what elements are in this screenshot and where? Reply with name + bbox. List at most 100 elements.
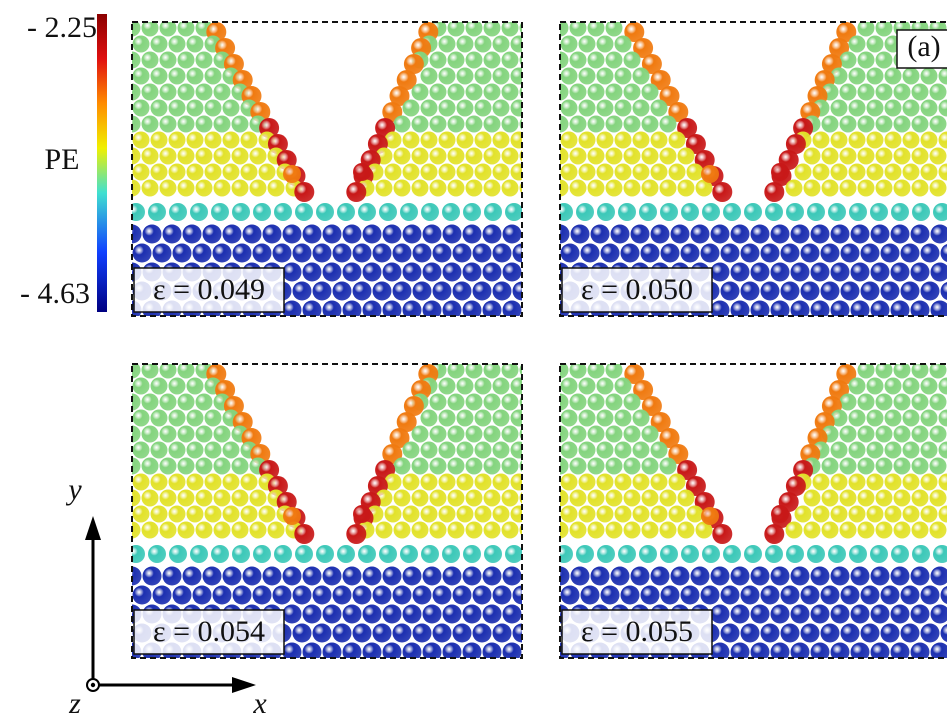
atom — [858, 458, 875, 475]
atom — [660, 116, 677, 133]
atom — [912, 458, 929, 475]
atom — [502, 394, 519, 411]
atom — [903, 506, 920, 523]
panel: ε = 0.054 — [123, 362, 537, 681]
atom — [579, 100, 596, 117]
atom — [555, 545, 573, 563]
atom — [597, 68, 614, 85]
atom — [579, 410, 596, 427]
atom — [333, 320, 352, 339]
atom — [448, 148, 465, 165]
atom — [871, 567, 890, 586]
atom — [295, 203, 313, 221]
atom — [761, 244, 780, 263]
atom — [681, 586, 700, 605]
atom — [861, 624, 880, 643]
atom — [903, 442, 920, 459]
atom — [253, 203, 271, 221]
atom — [483, 605, 502, 624]
atom — [831, 164, 848, 181]
atom — [571, 567, 590, 586]
atom — [142, 180, 159, 197]
atom — [771, 567, 790, 586]
atom — [851, 605, 870, 624]
atom — [651, 474, 668, 491]
atom — [439, 442, 456, 459]
atom — [223, 132, 240, 149]
atom — [931, 567, 947, 586]
atom — [213, 662, 232, 681]
panel: ε = 0.050 (a) — [551, 20, 947, 339]
atom — [412, 522, 429, 539]
atom — [691, 567, 710, 586]
atom — [606, 52, 623, 69]
atom — [213, 320, 232, 339]
atom — [403, 132, 420, 149]
atom — [606, 458, 623, 475]
atom — [633, 506, 650, 523]
atom — [786, 522, 803, 539]
atom — [205, 410, 222, 427]
atom — [821, 320, 840, 339]
atom — [570, 490, 587, 507]
atom — [259, 164, 276, 181]
atom — [691, 225, 710, 244]
atom — [353, 320, 372, 339]
atom — [687, 164, 704, 181]
atom — [941, 624, 947, 643]
figure: - 2.25 PE - 4.63 ε = 0.049 ε = 0.050 (a)… — [0, 0, 947, 720]
atom — [466, 458, 483, 475]
atom — [894, 180, 911, 197]
atom — [621, 662, 640, 681]
atom — [233, 320, 252, 339]
atom — [241, 474, 258, 491]
atom — [615, 410, 632, 427]
atom — [849, 100, 866, 117]
atom — [591, 225, 610, 244]
atom — [183, 225, 202, 244]
atom — [493, 132, 510, 149]
atom — [232, 116, 249, 133]
atom — [831, 225, 850, 244]
atom — [631, 567, 650, 586]
atom — [421, 506, 438, 523]
atom — [313, 624, 332, 643]
atom — [891, 545, 909, 563]
atom — [601, 662, 620, 681]
atom — [885, 164, 902, 181]
atom — [403, 506, 420, 523]
atom — [579, 132, 596, 149]
atom — [822, 522, 839, 539]
atom — [153, 662, 172, 681]
atom — [561, 164, 578, 181]
atom — [283, 263, 302, 282]
atom — [457, 410, 474, 427]
atom — [901, 244, 920, 263]
atom — [313, 244, 332, 263]
atom — [858, 84, 875, 101]
atom — [133, 132, 150, 149]
atom — [765, 545, 783, 563]
atom — [840, 490, 857, 507]
atom — [671, 225, 690, 244]
atom — [421, 68, 438, 85]
atom — [413, 244, 432, 263]
atom — [151, 164, 168, 181]
atom — [358, 545, 376, 563]
atom — [430, 84, 447, 101]
atom — [615, 378, 632, 395]
atom — [804, 148, 821, 165]
atom — [858, 148, 875, 165]
atom — [430, 148, 447, 165]
atom — [931, 605, 947, 624]
atom — [813, 506, 830, 523]
atom — [579, 442, 596, 459]
atom — [259, 506, 276, 523]
atom — [457, 442, 474, 459]
atom — [811, 225, 830, 244]
atom — [841, 662, 860, 681]
atom — [861, 282, 880, 301]
atom — [811, 567, 830, 586]
atom — [439, 164, 456, 181]
atom — [466, 84, 483, 101]
